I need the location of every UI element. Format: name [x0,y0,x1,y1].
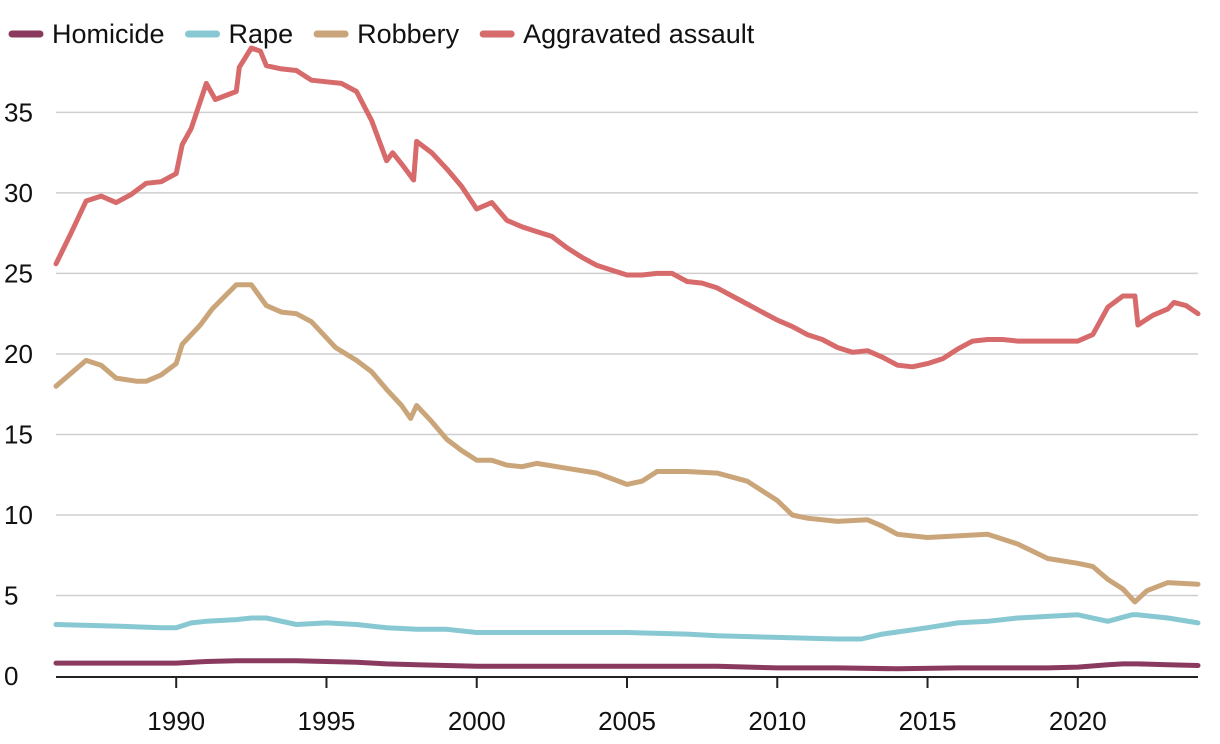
y-axis: 0 5 10 15 20 25 30 35 [4,97,33,691]
gridlines [56,111,1198,597]
x-tick-label-2020: 2020 [1049,706,1107,736]
y-tick-label-15: 15 [4,419,33,449]
x-tick-label-1990: 1990 [147,706,205,736]
y-tick-label-5: 5 [4,580,18,610]
y-tick-label-20: 20 [4,339,33,369]
x-axis: 1990 1995 2000 2005 2010 2015 2020 [56,676,1198,736]
x-tick-label-2010: 2010 [748,706,806,736]
series-line-aggravated-assault [53,45,1201,370]
series-lines [53,45,1201,672]
legend-label-robbery: Robbery [357,19,460,49]
y-tick-label-30: 30 [4,178,33,208]
legend-item-rape: Rape [185,19,294,49]
x-tick-label-1995: 1995 [298,706,356,736]
legend-item-aggravated-assault: Aggravated assault [479,19,755,49]
y-tick-label-35: 35 [4,97,33,127]
series-line-homicide [53,658,1201,672]
x-tick-label-2005: 2005 [598,706,656,736]
x-tick-label-2000: 2000 [448,706,506,736]
x-tick-label-2015: 2015 [899,706,957,736]
legend-item-robbery: Robbery [313,19,460,49]
y-tick-label-10: 10 [4,500,33,530]
legend-label-aggravated-assault: Aggravated assault [523,19,755,49]
series-line-rape [53,612,1201,642]
legend-label-homicide: Homicide [52,19,165,49]
legend: Homicide Rape Robbery Aggravated assault [8,19,755,49]
series-line-robbery [53,282,1201,605]
y-tick-label-0: 0 [4,661,18,691]
legend-item-homicide: Homicide [8,19,165,49]
legend-label-rape: Rape [229,19,294,49]
y-tick-label-25: 25 [4,258,33,288]
